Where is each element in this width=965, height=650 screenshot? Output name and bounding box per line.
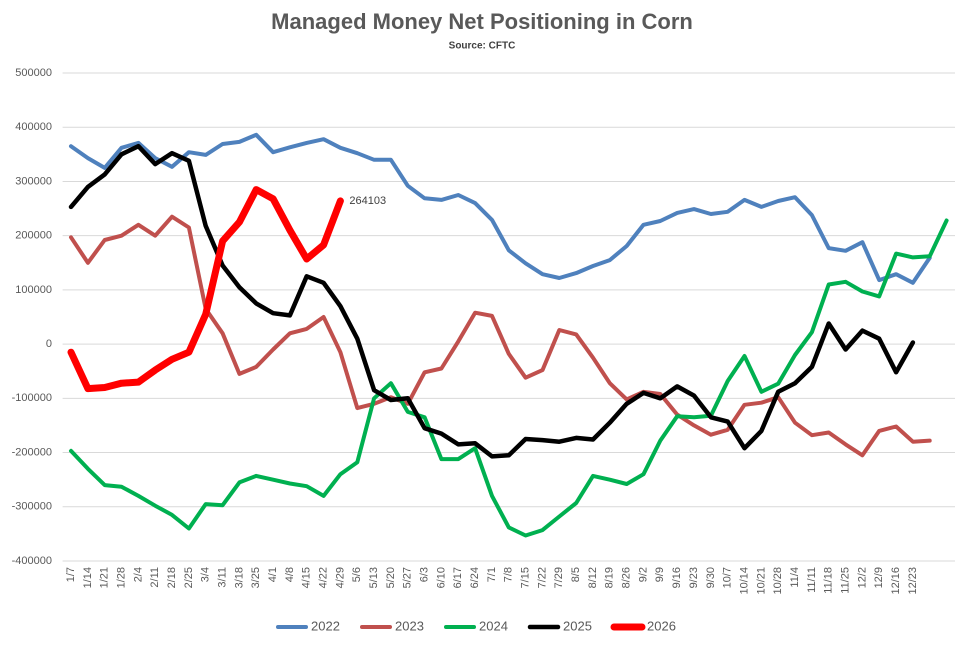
x-tick-label: 1/14	[82, 567, 94, 588]
y-tick-label: 0	[46, 338, 52, 350]
x-tick-label: 7/1	[486, 567, 498, 582]
series-line	[67, 186, 344, 393]
x-tick-label: 1/28	[115, 567, 127, 588]
x-tick-label: 9/2	[637, 567, 649, 582]
y-tick-label: 200000	[15, 230, 52, 242]
x-tick-label: 12/2	[856, 567, 868, 588]
x-tick-label: 6/17	[452, 567, 464, 588]
x-tick-label: 9/9	[654, 567, 666, 582]
series-line	[69, 214, 932, 458]
x-tick-label: 5/13	[368, 567, 380, 588]
x-tick-label: 8/5	[570, 567, 582, 582]
legend-label: 2024	[479, 618, 508, 633]
legend-label: 2022	[311, 618, 340, 633]
x-tick-label: 3/18	[233, 567, 245, 588]
x-tick-label: 9/16	[671, 567, 683, 588]
x-tick-label: 3/4	[200, 567, 212, 582]
x-tick-label: 11/25	[839, 567, 851, 594]
series-line	[69, 132, 932, 285]
legend-label: 2023	[395, 618, 424, 633]
x-tick-label: 10/21	[755, 567, 767, 595]
x-tick-label: 3/11	[216, 567, 228, 588]
x-tick-label: 12/9	[873, 567, 885, 588]
x-tick-label: 8/26	[621, 567, 633, 588]
series-line	[68, 143, 916, 459]
x-tick-label: 11/18	[823, 567, 835, 594]
x-tick-label: 1/7	[65, 567, 77, 582]
x-tick-label: 3/25	[250, 567, 262, 588]
x-tick-label: 4/1	[267, 567, 279, 582]
y-tick-label: 500000	[15, 67, 52, 79]
x-tick-label: 6/3	[419, 567, 431, 582]
x-tick-label: 5/20	[385, 567, 397, 588]
x-tick-label: 8/12	[587, 567, 599, 588]
data-label: 264103	[349, 195, 386, 207]
x-tick-label: 7/22	[536, 567, 548, 588]
x-tick-label: 2/11	[149, 567, 161, 588]
x-tick-label: 5/6	[351, 567, 363, 582]
y-tick-label: 300000	[15, 175, 52, 187]
x-tick-label: 9/30	[705, 567, 717, 588]
x-tick-label: 11/11	[806, 567, 818, 593]
x-tick-label: 6/10	[435, 567, 447, 588]
x-tick-label: 10/14	[738, 567, 750, 595]
x-tick-label: 7/8	[503, 567, 515, 582]
x-tick-label: 4/22	[317, 567, 329, 588]
x-tick-label: 1/21	[99, 567, 111, 588]
x-tick-label: 6/24	[469, 567, 481, 588]
x-tick-label: 10/28	[772, 567, 784, 595]
y-tick-label: 400000	[15, 121, 52, 133]
y-tick-label: -200000	[12, 446, 52, 458]
x-tick-label: 11/4	[789, 567, 801, 588]
x-tick-label: 4/8	[284, 567, 296, 582]
legend-label: 2026	[647, 618, 676, 633]
series-line	[69, 218, 949, 538]
y-tick-label: -400000	[12, 555, 52, 567]
x-tick-label: 9/23	[688, 567, 700, 588]
chart-title: Managed Money Net Positioning in Corn	[271, 9, 693, 34]
x-tick-label: 4/29	[334, 567, 346, 588]
legend-label: 2025	[563, 618, 592, 633]
x-tick-label: 8/19	[604, 567, 616, 588]
y-tick-label: 100000	[15, 284, 52, 296]
x-tick-label: 12/16	[890, 567, 902, 595]
x-tick-label: 7/15	[520, 567, 532, 588]
y-tick-label: -300000	[12, 501, 52, 513]
x-tick-label: 2/25	[183, 567, 195, 588]
chart-subtitle: Source: CFTC	[449, 41, 516, 52]
x-tick-label: 2/4	[132, 567, 144, 582]
x-tick-label: 2/18	[166, 567, 178, 588]
y-tick-label: -100000	[12, 392, 52, 404]
x-tick-label: 4/15	[301, 567, 313, 588]
x-tick-label: 5/27	[402, 567, 414, 588]
x-tick-label: 10/7	[722, 567, 734, 588]
x-tick-label: 12/23	[907, 567, 919, 595]
x-tick-label: 7/29	[553, 567, 565, 588]
